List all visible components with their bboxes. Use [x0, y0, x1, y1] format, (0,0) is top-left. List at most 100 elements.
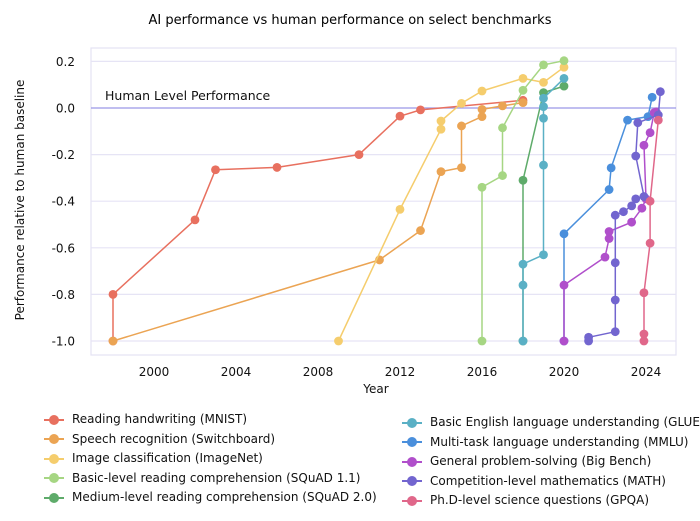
- legend-label: Basic-level reading comprehension (SQuAD…: [72, 470, 361, 485]
- legend-label: Ph.D-level science questions (GPQA): [430, 493, 650, 507]
- data-point: [539, 250, 548, 260]
- series-line: [643, 120, 660, 341]
- data-point: [627, 201, 637, 211]
- data-point: [498, 123, 507, 133]
- data-point: [477, 104, 487, 114]
- legend-label: Medium-level reading comprehension (SQuA…: [72, 490, 377, 504]
- series-line: [563, 97, 653, 341]
- data-point: [633, 118, 643, 128]
- series-1: [108, 98, 528, 346]
- data-point: [436, 116, 446, 126]
- data-point: [416, 105, 425, 115]
- y-tick-labels: 0.2 0.0 -0.2 -0.4 -0.6 -0.8 -1.0: [52, 55, 75, 349]
- data-point: [395, 204, 405, 214]
- data-point: [211, 165, 220, 175]
- x-tick-label: 2020: [549, 365, 580, 379]
- data-point: [518, 336, 528, 346]
- legend-label: Reading handwriting (MNIST): [72, 412, 248, 426]
- data-point: [645, 238, 655, 248]
- y-tick-label: -1.0: [52, 335, 75, 349]
- x-tick-label: 2016: [467, 365, 498, 379]
- legend-marker-icon: [44, 473, 64, 484]
- legend-marker-icon: [44, 492, 64, 503]
- data-point: [518, 280, 528, 290]
- data-point: [639, 329, 649, 339]
- data-point: [639, 140, 649, 150]
- data-point: [559, 81, 569, 91]
- data-point: [477, 182, 487, 192]
- legend-item: Competition-level mathematics (MATH): [402, 472, 700, 492]
- data-point: [610, 210, 620, 220]
- legend-label: Competition-level mathematics (MATH): [430, 473, 666, 488]
- data-point: [539, 160, 548, 170]
- legend-item: Reading handwriting (MNIST): [44, 410, 377, 430]
- legend-item: Multi-task language understanding (MMLU): [402, 433, 700, 453]
- data-point: [627, 217, 637, 227]
- data-point: [334, 336, 343, 346]
- data-point: [498, 171, 507, 180]
- data-point: [354, 150, 364, 160]
- data-point: [108, 290, 118, 299]
- data-point: [395, 111, 405, 121]
- data-point: [457, 98, 466, 108]
- data-point: [610, 258, 620, 268]
- data-point: [539, 60, 548, 70]
- data-point: [436, 124, 446, 134]
- data-point: [623, 115, 632, 125]
- x-tick-label: 2008: [303, 365, 334, 379]
- human-level-label: Human Level Performance: [105, 88, 271, 103]
- data-point: [600, 252, 610, 262]
- legend-marker-icon: [402, 417, 422, 428]
- x-tick-label: 2000: [139, 365, 170, 379]
- data-point: [647, 92, 657, 102]
- legend-item: Ph.D-level science questions (GPQA): [402, 491, 700, 511]
- data-point: [436, 167, 446, 177]
- x-axis-label: Year: [362, 382, 388, 396]
- legend-item: Basic English language understanding (GL…: [402, 413, 700, 433]
- legend-item: Medium-level reading comprehension (SQuA…: [44, 488, 377, 508]
- data-point: [584, 332, 593, 342]
- data-point: [539, 102, 548, 112]
- legend-item: General problem-solving (Big Bench): [402, 452, 700, 472]
- data-point: [655, 87, 665, 97]
- x-tick-label: 2012: [385, 365, 416, 379]
- legend-item: Image classification (ImageNet): [44, 449, 377, 469]
- data-point: [518, 85, 528, 95]
- y-axis-label: Performance relative to human baseline: [13, 80, 27, 321]
- data-point: [559, 280, 569, 290]
- data-point: [559, 229, 569, 239]
- legend-marker-icon: [402, 456, 422, 467]
- data-point: [477, 336, 487, 346]
- data-point: [518, 259, 528, 269]
- data-point: [559, 62, 569, 72]
- legend-label: Image classification (ImageNet): [72, 451, 263, 465]
- legend-marker-icon: [402, 437, 422, 448]
- data-point: [559, 56, 569, 66]
- legend-marker-icon: [402, 495, 422, 506]
- legend-label: Speech recognition (Switchboard): [72, 431, 276, 446]
- y-tick-label: 0.0: [56, 102, 75, 116]
- data-point: [631, 194, 641, 204]
- data-point: [637, 203, 647, 213]
- legend-item: Basic-level reading comprehension (SQuAD…: [44, 469, 377, 489]
- data-point: [645, 128, 655, 138]
- data-point: [619, 207, 628, 217]
- data-point: [559, 74, 569, 83]
- x-tick-label: 2004: [221, 365, 252, 379]
- data-point: [610, 327, 620, 337]
- data-point: [477, 86, 487, 96]
- data-point: [604, 234, 614, 243]
- x-tick-label: 2024: [631, 365, 662, 379]
- data-point: [539, 93, 548, 103]
- legend-item: Speech recognition (Switchboard): [44, 430, 377, 450]
- series-5: [518, 74, 569, 346]
- data-point: [604, 227, 614, 236]
- chart: AI performance vs human performance on s…: [13, 13, 677, 396]
- data-point: [457, 163, 466, 173]
- data-point: [539, 113, 548, 123]
- legend-marker-icon: [44, 434, 64, 445]
- series-9: [639, 115, 663, 346]
- legend-right: Basic English language understanding (GL…: [402, 413, 700, 511]
- legend-label: Basic English language understanding (GL…: [430, 415, 700, 429]
- data-point: [518, 74, 528, 83]
